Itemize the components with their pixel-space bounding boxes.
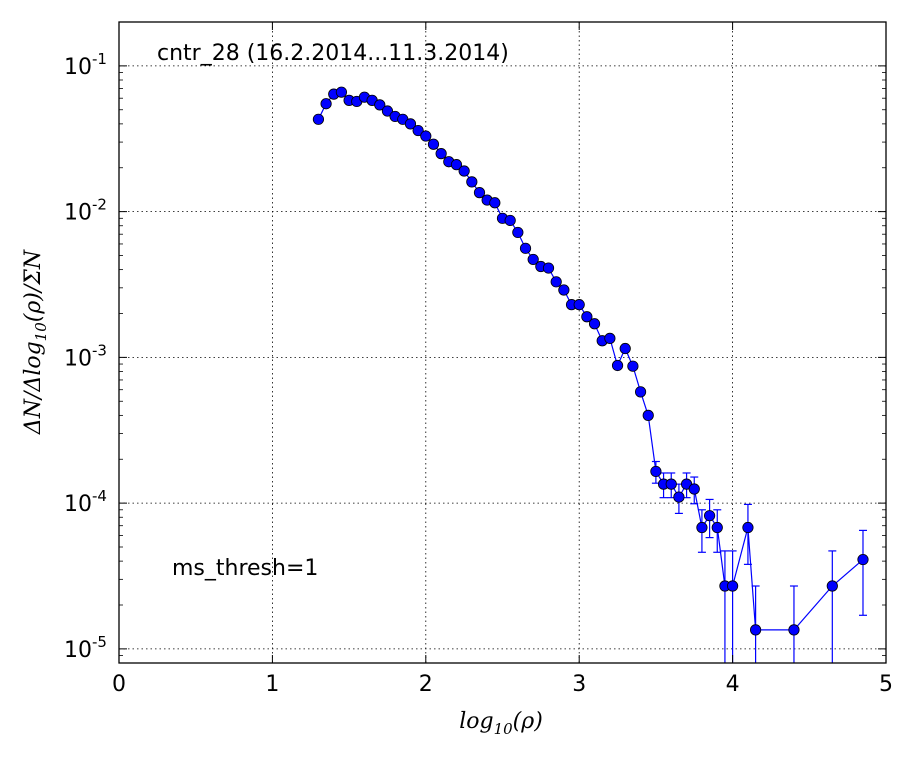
data-point <box>581 311 593 323</box>
data-point <box>381 105 394 117</box>
y-tick-label: 10-3 <box>64 341 107 371</box>
data-point <box>550 276 562 288</box>
data-point <box>542 262 555 274</box>
x-tick-label: 4 <box>726 672 740 697</box>
data-point <box>527 253 539 266</box>
data-point <box>703 510 716 522</box>
data-point <box>420 130 432 142</box>
tick-labels: 0 1 2 3 4 5 10-5 10-4 10-3 10-2 10-1 <box>64 50 893 697</box>
data-point <box>634 386 647 398</box>
y-tick-label: 10-2 <box>64 196 107 226</box>
data-point <box>788 624 800 636</box>
x-axis-title: log10(ρ) <box>459 709 543 738</box>
data-point <box>504 214 516 227</box>
data-point <box>435 148 447 160</box>
data-point <box>320 98 332 110</box>
series-layer <box>312 86 869 663</box>
data-point <box>374 99 386 111</box>
data-point <box>688 483 700 495</box>
data-point <box>412 124 424 137</box>
data-point <box>726 580 739 592</box>
data-point <box>642 409 654 421</box>
y-axis-title: ΔN/Δlog10(ρ)/ΣN <box>21 249 50 435</box>
data-point <box>458 165 470 177</box>
data-point <box>466 176 478 188</box>
y-tick-label: 10-5 <box>64 633 107 663</box>
data-point <box>312 113 325 125</box>
x-tick-label: 0 <box>112 672 126 697</box>
data-point <box>519 242 532 254</box>
data-point <box>335 86 348 98</box>
data-point <box>742 521 754 534</box>
data-point <box>558 284 570 296</box>
data-point <box>650 465 662 478</box>
x-tick-label: 1 <box>265 672 279 697</box>
data-point <box>489 197 501 209</box>
y-tick-label: 10-1 <box>64 50 107 80</box>
data-point <box>826 580 838 592</box>
data-point <box>611 359 624 372</box>
data-point <box>427 138 440 150</box>
data-point <box>512 226 524 239</box>
annotation-ms-thresh: ms_thresh=1 <box>172 556 318 581</box>
x-tick-label: 3 <box>572 672 586 697</box>
data-point <box>750 624 762 636</box>
axis-ticks <box>118 21 887 664</box>
data-point <box>604 332 616 344</box>
annotation-title: cntr_28 (16.2.2014...11.3.2014) <box>157 41 509 66</box>
x-tick-label: 2 <box>419 672 433 697</box>
data-point <box>573 299 585 311</box>
data-point <box>696 521 708 534</box>
data-point <box>627 360 639 372</box>
data-point <box>619 342 631 355</box>
data-point <box>673 491 685 503</box>
data-point <box>665 478 677 490</box>
data-point <box>450 159 463 171</box>
data-point <box>711 521 723 534</box>
y-tick-label: 10-4 <box>64 487 107 517</box>
data-point <box>588 318 601 330</box>
data-point <box>473 187 486 199</box>
data-point <box>857 553 869 566</box>
plot-frame <box>118 21 887 664</box>
x-tick-label: 5 <box>879 672 893 697</box>
data-point <box>404 118 417 130</box>
